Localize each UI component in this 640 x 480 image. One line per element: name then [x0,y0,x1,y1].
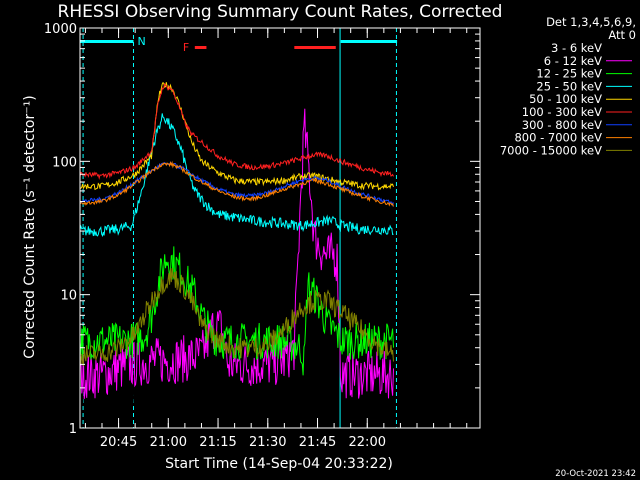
y-tick-label: 10 [60,289,77,304]
legend-entry-label: 7000 - 15000 keV [500,143,602,157]
orbit-flag-bar-1 [80,40,134,43]
series-line-1 [80,181,338,428]
orbit-flag-label-1: N [137,35,145,48]
x-tick-label: 21:00 [150,435,187,450]
flare-flag-label-1: F [183,41,189,54]
series-line-6 [80,82,394,181]
legend-entry-label: 300 - 800 keV [522,118,602,132]
y-axis-label: Corrected Count Rate (s⁻¹ detector⁻¹) [22,95,38,358]
series-line-3 [80,246,394,376]
generation-timestamp: 20-Oct-2021 23:42 [555,469,636,479]
series-group [80,81,394,428]
plot-frame [79,27,481,429]
legend-entry-label: 25 - 50 keV [536,79,602,93]
flare-flag-bar-2 [294,46,336,49]
legend-entry-label: 6 - 12 keV [544,54,602,68]
legend-header-line-2: Att 0 [608,28,636,42]
legend-entry-label: 50 - 100 keV [529,92,602,106]
legend-entry-label: 100 - 300 keV [522,105,602,119]
legend-header-line-1: Det 1,3,4,5,6,9, [546,15,636,29]
series-line-8 [80,160,394,207]
y-tick-label: 1 [69,422,77,437]
series-line-7 [80,161,394,207]
orbit-flag-bar-2 [340,40,398,43]
x-tick-label: 20:45 [100,435,137,450]
series-line-2 [80,108,394,399]
y-axis: 1 10 100 1000 [44,22,480,437]
x-tick-label: 21:30 [249,435,286,450]
series-line-9 [80,268,394,366]
x-axis: 20:45 21:00 21:15 21:30 21:45 22:00 [84,28,468,450]
x-axis-label: Start Time (14-Sep-04 20:33:22) [165,456,393,472]
legend-entry-label: 12 - 25 keV [536,67,602,81]
y-tick-label: 100 [52,155,77,170]
chart-title: RHESSI Observing Summary Count Rates, Co… [58,2,503,22]
x-tick-label: 21:15 [199,435,236,450]
flare-flag-bar-1 [194,46,207,49]
x-tick-label: 21:45 [299,435,336,450]
series-line-5 [80,81,394,191]
legend-entry-label: 800 - 7000 keV [514,131,602,145]
x-tick-label: 22:00 [349,435,386,450]
series-line-4 [80,113,394,238]
legend-entry-label: 3 - 6 keV [551,41,602,55]
y-tick-label: 1000 [44,22,77,37]
